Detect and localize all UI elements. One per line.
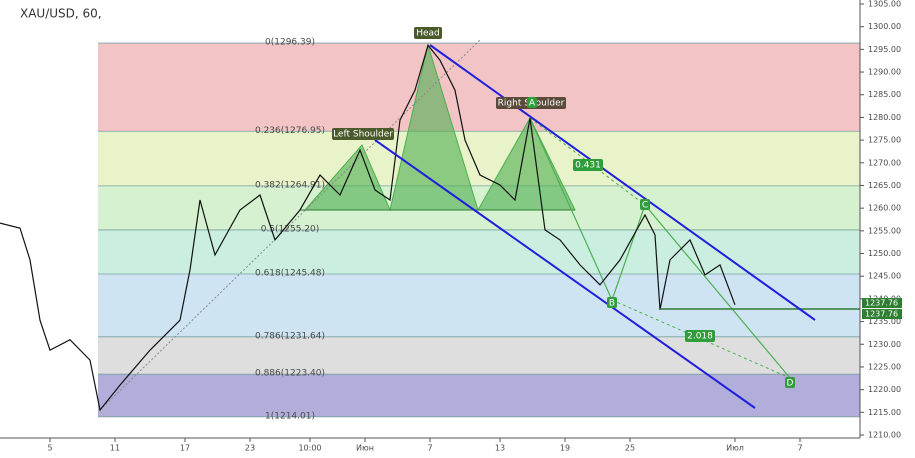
trend-line [99,39,481,411]
fib-label: 0.786(1231.64) [255,331,325,341]
fib-label: 0.236(1276.95) [255,126,325,136]
fib-band [98,229,860,275]
last-price-label: 1237.76 [865,299,898,308]
channel-line [374,139,756,409]
price-line [0,44,736,412]
y-tick-label: 1255.00 [868,226,901,235]
y-tick-label: 1280.00 [868,113,901,122]
x-tick-label: 7 [797,444,802,453]
x-tick-label: 5 [47,444,52,453]
y-tick-label: 1290.00 [868,68,901,77]
x-tick-label: 25 [625,444,635,453]
annotation: D [787,379,794,389]
x-tick-label: 7 [427,444,432,453]
x-tick-label: 17 [180,444,190,453]
last-price-label: 1237.76 [865,310,898,319]
annotation: B [609,299,615,309]
y-tick-label: 1300.00 [868,22,901,31]
fib-band [98,336,860,375]
annotation: Left Shoulder [333,130,393,140]
y-tick-label: 1235.00 [868,317,901,326]
x-tick-label: 10:00 [298,444,321,453]
y-tick-label: 1260.00 [868,204,901,213]
annotation: C [642,201,648,211]
label-box [573,159,603,171]
label-box [527,97,537,108]
y-tick-label: 1265.00 [868,181,901,190]
x-tick-label: 11 [110,444,120,453]
y-tick-label: 1215.00 [868,408,901,417]
x-tick-label: Июл [726,444,744,453]
fib-label: 0.5(1255.20) [261,224,320,234]
y-tick-label: 1250.00 [868,249,901,258]
x-tick-label: 13 [495,444,505,453]
y-tick-label: 1285.00 [868,90,901,99]
price-axis [860,0,915,454]
label-box [607,297,617,308]
fib-label: 0.382(1264.91) [255,180,325,190]
axes: 1305.00 1300.00 1295.00 1290.00 1285.00 1280.… [47,0,902,453]
y-tick-label: 1295.00 [868,45,901,54]
channel-line [429,44,816,321]
y-tick-label: 1270.00 [868,158,901,167]
last-price-box [862,298,902,309]
label-box [640,199,650,210]
y-tick-label: 1230.00 [868,340,901,349]
y-tick-label: 1245.00 [868,272,901,281]
fib-label: 0(1296.39) [265,38,315,48]
annotation: Head [416,29,440,39]
fib-label: 0.886(1223.40) [255,369,325,379]
label-box [685,330,715,342]
abcd [529,117,791,379]
annotation: A [529,99,536,109]
fib-band [98,131,860,186]
y-tick-label: 1305.00 [868,0,901,9]
y-tick-label: 1225.00 [868,362,901,371]
y-tick-label: 1220.00 [868,385,901,394]
label-box [785,377,795,388]
fib-bands: 0(1296.39) 0.236(1276.95) 0.382(1264.91) 0.… [98,38,860,421]
annotation: 0.431 [575,161,601,171]
fib-band [98,374,860,417]
label-box [414,27,442,39]
label-box [332,128,394,140]
fib-band [98,274,860,337]
head-shoulders [303,43,576,212]
fib-label: 1(1214.01) [265,411,315,421]
fib-label: 0.618(1245.48) [255,269,325,279]
fib-band [98,43,860,132]
x-tick-label: 19 [560,444,570,453]
chart-title: XAU/USD, 60, [20,7,102,21]
x-tick-label: Июн [356,444,374,453]
y-tick-label: 1210.00 [868,431,901,440]
x-tick-label: 23 [245,444,255,453]
last-price-box [862,309,902,320]
annotation: 2.018 [687,332,713,342]
grid [49,438,801,442]
y-tick-label: 1275.00 [868,136,901,145]
